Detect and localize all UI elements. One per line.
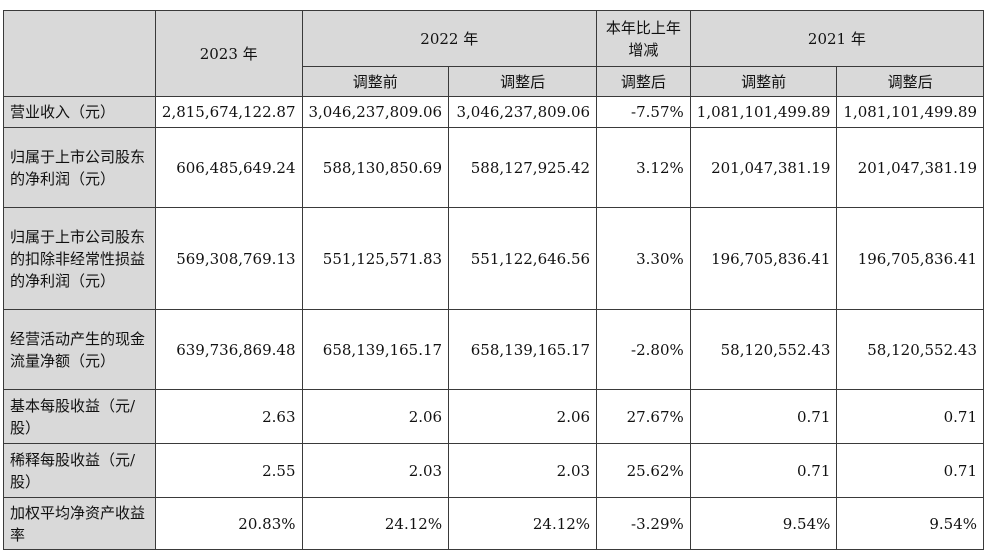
value-2022-after: 588,127,925.42: [448, 127, 598, 208]
value-change: 3.12%: [596, 127, 691, 208]
value-2022-before: 2.06: [301, 389, 450, 444]
row-label: 归属于上市公司股东的净利润（元）: [3, 127, 156, 208]
value-2021-before: 0.71: [689, 443, 838, 498]
header-2021-before: 调整前: [689, 66, 838, 97]
value-2021-after: 1,081,101,499.89: [836, 96, 984, 128]
value-2022-before: 24.12%: [301, 497, 450, 550]
value-change: 27.67%: [596, 389, 691, 444]
value-2023: 639,736,869.48: [154, 309, 303, 390]
value-2022-after: 24.12%: [448, 497, 598, 550]
header-2021-after: 调整后: [836, 66, 984, 97]
table-row: 归属于上市公司股东的扣除非经常性损益的净利润（元） 569,308,769.13…: [3, 207, 984, 310]
value-2022-before: 2.03: [301, 443, 450, 498]
value-2021-after: 201,047,381.19: [836, 127, 984, 208]
value-change: -7.57%: [596, 96, 691, 128]
value-2022-before: 551,125,571.83: [301, 207, 450, 310]
row-label: 加权平均净资产收益率: [3, 497, 156, 550]
value-2021-after: 0.71: [836, 443, 984, 498]
value-2022-after: 2.06: [448, 389, 598, 444]
value-2022-after: 658,139,165.17: [448, 309, 598, 390]
financial-summary-table: 2023 年 2022 年 本年比上年增减 2021 年 调整前 调整后 调整后…: [3, 10, 984, 550]
row-label: 稀释每股收益（元/股）: [3, 443, 156, 498]
value-2022-before: 658,139,165.17: [301, 309, 450, 390]
value-change: 25.62%: [596, 443, 691, 498]
table-row: 基本每股收益（元/股） 2.63 2.06 2.06 27.67% 0.71 0…: [3, 389, 984, 444]
value-2023: 606,485,649.24: [154, 127, 303, 208]
value-2023: 2.55: [154, 443, 303, 498]
value-2021-before: 1,081,101,499.89: [689, 96, 838, 128]
value-2021-before: 58,120,552.43: [689, 309, 838, 390]
header-2022-after: 调整后: [448, 66, 598, 97]
header-change: 本年比上年增减: [596, 10, 691, 67]
header-2022: 2022 年: [301, 10, 598, 67]
table-row: 经营活动产生的现金流量净额（元） 639,736,869.48 658,139,…: [3, 309, 984, 390]
header-2022-before: 调整前: [301, 66, 450, 97]
value-2022-before: 3,046,237,809.06: [301, 96, 450, 128]
value-change: -3.29%: [596, 497, 691, 550]
row-label: 归属于上市公司股东的扣除非经常性损益的净利润（元）: [3, 207, 156, 310]
row-label: 基本每股收益（元/股）: [3, 389, 156, 444]
value-2021-before: 9.54%: [689, 497, 838, 550]
header-2023: 2023 年: [154, 10, 303, 97]
header-2021: 2021 年: [689, 10, 984, 67]
header-change-after: 调整后: [596, 66, 691, 97]
value-change: -2.80%: [596, 309, 691, 390]
header-row-2: 调整前 调整后 调整后 调整前 调整后: [4, 66, 984, 97]
value-2021-before: 196,705,836.41: [689, 207, 838, 310]
value-2022-after: 2.03: [448, 443, 598, 498]
value-2023: 20.83%: [154, 497, 303, 550]
value-2022-after: 3,046,237,809.06: [448, 96, 598, 128]
value-2021-after: 9.54%: [836, 497, 984, 550]
table-row: 加权平均净资产收益率 20.83% 24.12% 24.12% -3.29% 9…: [3, 497, 984, 550]
value-2021-after: 0.71: [836, 389, 984, 444]
value-2021-after: 58,120,552.43: [836, 309, 984, 390]
value-2022-after: 551,122,646.56: [448, 207, 598, 310]
value-2023: 2,815,674,122.87: [154, 96, 303, 128]
header-corner-cell: [3, 10, 156, 97]
table-row: 营业收入（元） 2,815,674,122.87 3,046,237,809.0…: [3, 96, 984, 128]
value-2023: 569,308,769.13: [154, 207, 303, 310]
value-2021-before: 0.71: [689, 389, 838, 444]
table-row: 稀释每股收益（元/股） 2.55 2.03 2.03 25.62% 0.71 0…: [3, 443, 984, 498]
row-label: 营业收入（元）: [3, 96, 156, 128]
value-2023: 2.63: [154, 389, 303, 444]
value-change: 3.30%: [596, 207, 691, 310]
value-2021-after: 196,705,836.41: [836, 207, 984, 310]
value-2022-before: 588,130,850.69: [301, 127, 450, 208]
header-row-1: 2023 年 2022 年 本年比上年增减 2021 年: [3, 10, 984, 97]
table-row: 归属于上市公司股东的净利润（元） 606,485,649.24 588,130,…: [3, 127, 984, 208]
row-label: 经营活动产生的现金流量净额（元）: [3, 309, 156, 390]
value-2021-before: 201,047,381.19: [689, 127, 838, 208]
